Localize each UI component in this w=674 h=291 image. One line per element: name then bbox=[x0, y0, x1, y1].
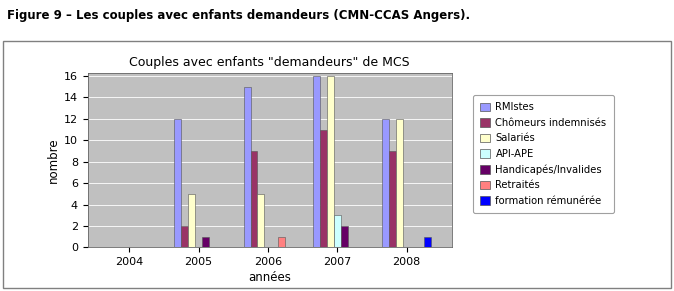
Text: Figure 9 – Les couples avec enfants demandeurs (CMN-CCAS Angers).: Figure 9 – Les couples avec enfants dema… bbox=[7, 9, 470, 22]
Bar bbox=[202, 237, 209, 247]
Bar bbox=[175, 119, 181, 247]
Bar bbox=[320, 129, 327, 247]
Bar bbox=[313, 76, 320, 247]
Title: Couples avec enfants "demandeurs" de MCS: Couples avec enfants "demandeurs" de MCS bbox=[129, 56, 410, 69]
Bar bbox=[334, 215, 340, 247]
Bar bbox=[389, 151, 396, 247]
Y-axis label: nombre: nombre bbox=[47, 137, 59, 183]
Bar bbox=[278, 237, 285, 247]
Bar bbox=[340, 226, 348, 247]
Bar bbox=[257, 194, 264, 247]
Bar bbox=[181, 226, 188, 247]
Bar bbox=[327, 76, 334, 247]
Bar bbox=[424, 237, 431, 247]
X-axis label: années: années bbox=[248, 271, 291, 284]
Bar bbox=[382, 119, 389, 247]
Bar bbox=[251, 151, 257, 247]
Legend: RMIstes, Chômeurs indemnisés, Salariés, API-APE, Handicapés/Invalides, Retraités: RMIstes, Chômeurs indemnisés, Salariés, … bbox=[473, 95, 613, 213]
Bar bbox=[243, 87, 251, 247]
Bar bbox=[188, 194, 195, 247]
Bar bbox=[396, 119, 403, 247]
